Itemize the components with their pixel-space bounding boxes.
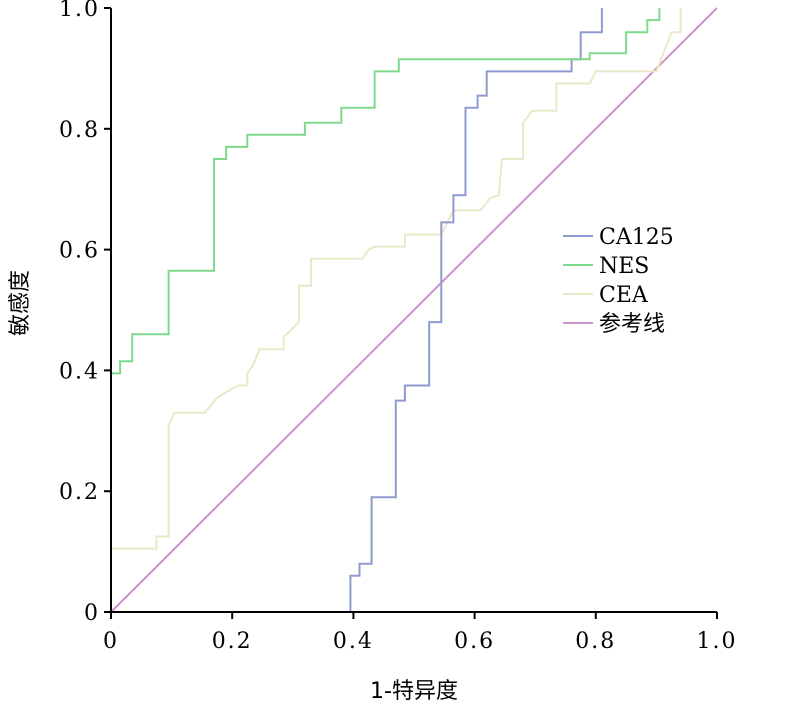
series-line-0 xyxy=(111,8,603,613)
legend-label-2: CEA xyxy=(599,283,649,308)
x-tick-label: 0.4 xyxy=(333,629,374,654)
legend-label-1: NES xyxy=(599,254,649,279)
y-axis-title: 敏感度 xyxy=(8,270,33,336)
y-tick-label: 0 xyxy=(84,601,100,626)
y-tick-label: 0.4 xyxy=(59,359,100,384)
legend-label-0: CA125 xyxy=(599,225,674,250)
series-line-1 xyxy=(110,8,661,612)
x-tick-label: 0.6 xyxy=(454,629,495,654)
x-axis-title: 1-特异度 xyxy=(370,679,458,704)
y-tick-label: 0.6 xyxy=(59,239,100,264)
legend-label-3: 参考线 xyxy=(599,312,665,337)
x-tick-label: 0 xyxy=(103,629,119,654)
series-line-3 xyxy=(110,7,718,613)
plot-area xyxy=(110,7,718,613)
axes xyxy=(110,8,717,613)
x-tick-label: 0.8 xyxy=(575,629,616,654)
series-line-2 xyxy=(110,8,682,612)
y-tick-label: 1.0 xyxy=(59,0,100,22)
y-tick-label: 0.2 xyxy=(59,480,100,505)
x-tick-label: 1.0 xyxy=(697,629,738,654)
ticks: 0 0.2 0.4 0.6 0.8 1.0 0 0.2 0.4 0.6 0.8 1.0 xyxy=(59,0,738,654)
x-tick-label: 0.2 xyxy=(212,629,253,654)
y-tick-label: 0.8 xyxy=(59,118,100,143)
legend: CA125 NES CEA 参考线 xyxy=(563,225,674,337)
